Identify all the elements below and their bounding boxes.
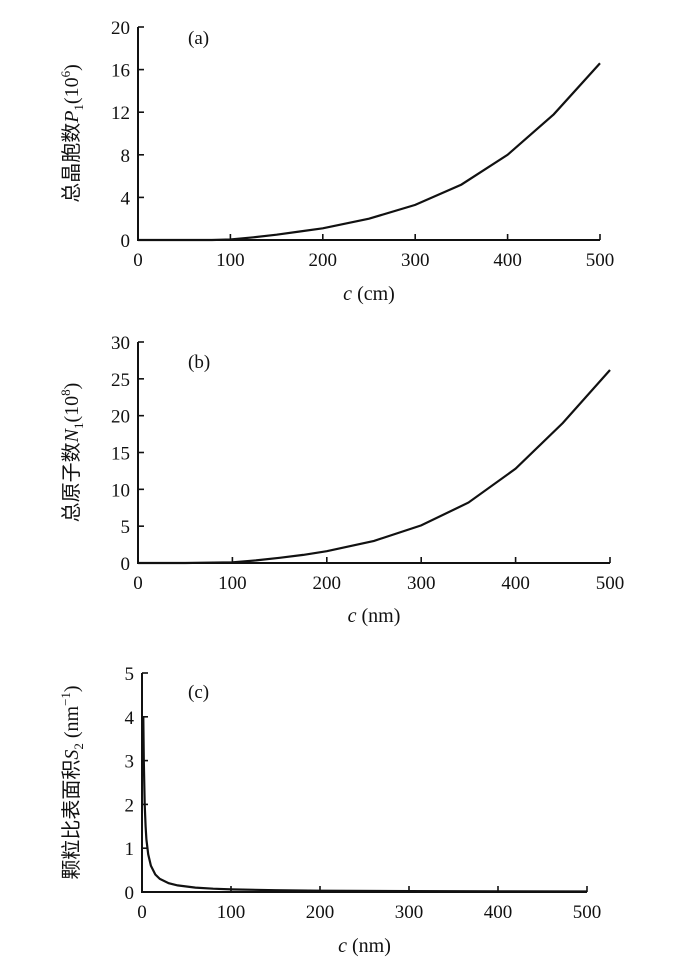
- chart-c-xtick-label: 500: [573, 902, 602, 923]
- chart-b-ytick-label: 0: [121, 554, 131, 575]
- chart-b-xtick-label: 0: [133, 573, 143, 594]
- chart-b-ylabel-sub: 1: [71, 423, 86, 430]
- chart-c-xtick-label: 100: [217, 902, 246, 923]
- chart-b-xtick-label: 300: [407, 573, 436, 594]
- chart-a-ytick-label: 8: [121, 146, 131, 167]
- chart-c-xtick-label: 200: [306, 902, 335, 923]
- chart-c-ytick-label: 4: [125, 708, 135, 729]
- chart-a-ylabel-text: 总晶胞数: [60, 123, 83, 203]
- chart-b-xlabel-unit: (nm): [357, 605, 401, 627]
- chart-a-ylabel-close: ): [61, 64, 83, 71]
- chart-c-xlabel-var: c: [338, 935, 347, 957]
- chart-a-xtick-label: 100: [216, 250, 245, 271]
- chart-c-ytick-label: 3: [125, 752, 135, 773]
- chart-a-ytick-label: 4: [121, 188, 131, 209]
- chart-b-xlabel: c (nm): [348, 605, 401, 627]
- chart-a-xtick-label: 400: [493, 250, 522, 271]
- chart-c-ytick-label: 2: [125, 795, 135, 816]
- chart-b-ylabel: 总原子数N1(108): [58, 383, 86, 523]
- chart-c-ytick-label: 0: [125, 883, 135, 904]
- chart-c-ylabel-unit: (nm: [61, 705, 83, 743]
- chart-a-xtick-label: 300: [401, 250, 430, 271]
- chart-a-xtick-label: 200: [309, 250, 338, 271]
- chart-b-ytick-label: 25: [111, 370, 130, 391]
- chart-c-ylabel-text: 颗粒比表面积: [60, 760, 83, 880]
- chart-b-ytick-label: 30: [111, 333, 130, 354]
- chart-c-curve: [142, 716, 588, 893]
- chart-a-ylabel-var: P: [61, 111, 83, 124]
- chart-a-ytick-label: 0: [121, 231, 131, 252]
- chart-a-xtick-label: 500: [586, 250, 615, 271]
- chart-a-xtick-label: 0: [133, 250, 143, 271]
- chart-a-ytick-label: 20: [111, 18, 130, 39]
- chart-a-ylabel-unit: (10: [61, 77, 83, 104]
- chart-c-panel-label: (c): [188, 682, 209, 703]
- chart-c-xtick-label: 400: [484, 902, 513, 923]
- chart-a-xlabel: c (cm): [343, 283, 395, 305]
- chart-c-xlabel: c (nm): [338, 935, 391, 957]
- chart-a-xlabel-unit: (cm): [352, 283, 395, 305]
- chart-c-xtick-label: 0: [137, 902, 147, 923]
- chart-b-xtick-label: 400: [501, 573, 530, 594]
- chart-a-curve: [138, 62, 601, 242]
- chart-c-ytick-label: 1: [125, 839, 135, 860]
- chart-b-ylabel-var: N: [61, 427, 83, 443]
- chart-a-panel-label: (a): [188, 28, 209, 49]
- chart-a-ylabel-exp: 6: [58, 70, 73, 77]
- chart-c-ylabel-var: S: [61, 750, 83, 760]
- chart-b-xtick-label: 500: [596, 573, 625, 594]
- chart-c-xlabel-unit: (nm): [347, 935, 391, 957]
- chart-b-ytick-label: 10: [111, 480, 130, 501]
- chart-b-ytick-label: 20: [111, 407, 130, 428]
- chart-a-ytick-label: 16: [111, 61, 130, 82]
- chart-c-ylabel-close: ): [61, 685, 83, 692]
- chart-b-ylabel-exp: 8: [58, 389, 73, 396]
- chart-b-axes: [137, 342, 610, 564]
- chart-a-xlabel-var: c: [343, 283, 352, 305]
- chart-b-xtick-label: 100: [218, 573, 247, 594]
- chart-c-ytick-label: 5: [125, 664, 135, 685]
- chart-b-ylabel-close: ): [61, 383, 83, 390]
- chart-c-axes: [141, 673, 587, 893]
- chart-b-ylabel-unit: (10: [61, 396, 83, 423]
- chart-a-ylabel: 总晶胞数P1(106): [58, 64, 86, 203]
- chart-a-ytick-label: 12: [111, 103, 130, 124]
- chart-b-ytick-label: 15: [111, 444, 130, 465]
- chart-b-xtick-label: 200: [313, 573, 342, 594]
- chart-b-panel-label: (b): [188, 352, 210, 373]
- chart-b-ylabel-text: 总原子数: [60, 442, 83, 522]
- chart-b-xlabel-var: c: [348, 605, 357, 627]
- chart-a-ylabel-sub: 1: [71, 104, 86, 111]
- chart-c-ylabel: 颗粒比表面积S2 (nm−1): [58, 685, 86, 879]
- chart-b-curve: [138, 369, 611, 565]
- chart-c-ylabel-exp: −1: [58, 692, 73, 706]
- chart-c-xtick-label: 300: [395, 902, 424, 923]
- chart-b-ytick-label: 5: [121, 517, 131, 538]
- chart-c-ylabel-sub: 2: [71, 743, 86, 750]
